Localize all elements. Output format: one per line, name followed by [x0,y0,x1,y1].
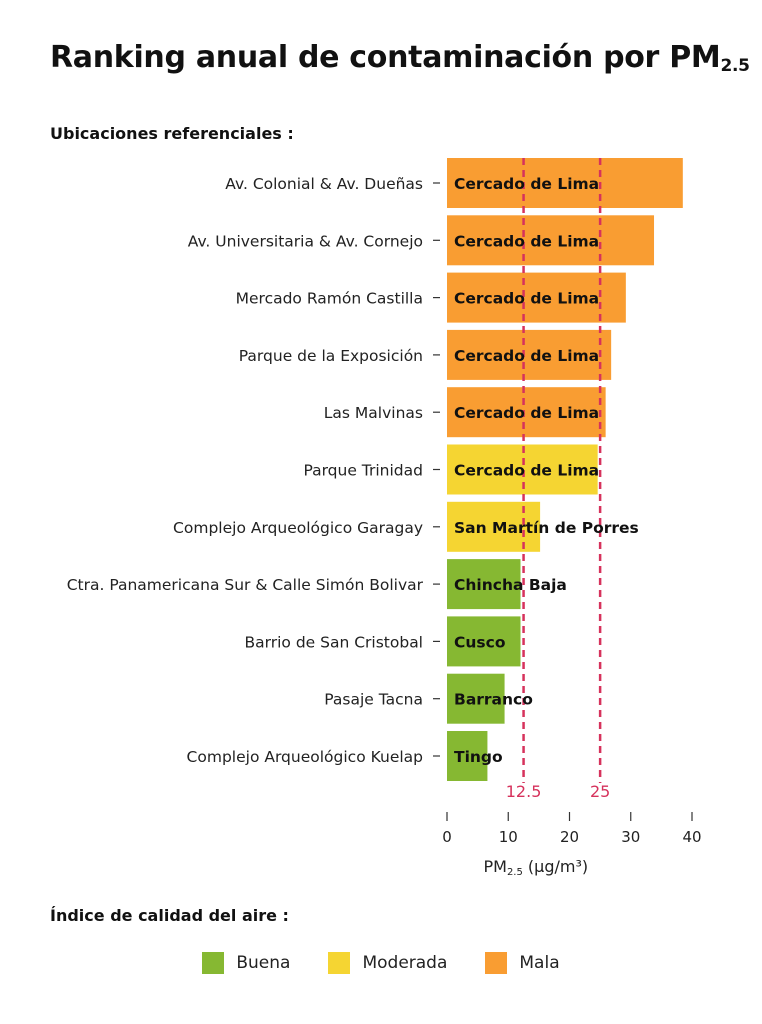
x-axis-label: PM2.5 (µg/m³) [483,857,588,878]
category-label: Av. Colonial & Av. Dueñas [225,175,423,193]
x-tick-label: 0 [442,828,452,846]
reference-line-label: 12.5 [506,782,542,801]
category-label: Las Malvinas [324,404,423,422]
bar-label: Cercado de Lima [454,404,599,422]
bar-label: Cercado de Lima [454,175,599,193]
category-label: Av. Universitaria & Av. Cornejo [188,232,423,250]
category-label: Mercado Ramón Castilla [236,290,423,308]
legend-heading: Índice de calidad del aire : [50,906,289,925]
bar [447,272,626,323]
bar [447,559,521,610]
category-label: Ctra. Panamericana Sur & Calle Simón Bol… [67,576,424,594]
chart-title: Ranking anual de contaminación por PM2.5 [50,40,750,76]
pm25-bar-chart: Av. Colonial & Av. Dueñas Av. Universitar… [67,158,702,878]
bar-label: Cercado de Lima [454,347,599,365]
legend-item: Buena [202,952,290,974]
legend-swatch [328,952,351,974]
bar-label: Cercado de Lima [454,290,599,308]
bar [447,329,612,380]
category-label: Barrio de San Cristobal [245,633,424,651]
bar-label: Chincha Baja [454,576,567,594]
legend-item: Mala [485,952,560,974]
bar [447,215,655,266]
bar [447,731,488,781]
legend-item: Moderada [328,952,447,974]
category-label: Complejo Arqueológico Garagay [173,519,423,537]
category-label: Complejo Arqueológico Kuelap [187,748,423,766]
bar [447,387,606,438]
bar-label: Tingo [454,748,503,766]
bar-label: Cercado de Lima [454,462,599,480]
category-label: Parque de la Exposición [239,347,423,365]
legend-label: Buena [236,953,291,973]
x-tick-label: 40 [682,828,701,846]
bar [447,673,505,724]
bar-label: San Martín de Porres [454,519,639,537]
bar [447,616,521,667]
legend: Buena Moderada Mala [0,952,762,974]
reference-line-label: 25 [590,782,610,801]
x-tick-label: 20 [560,828,579,846]
category-label: Parque Trinidad [303,462,423,480]
legend-swatch [202,952,225,974]
locations-heading: Ubicaciones referenciales : [50,124,294,143]
bar-label: Barranco [454,691,533,709]
bar-label: Cercado de Lima [454,232,599,250]
x-tick-label: 30 [621,828,640,846]
bar [447,158,683,208]
legend-label: Mala [519,953,560,973]
legend-swatch [485,952,508,974]
x-tick-label: 10 [499,828,518,846]
bar-label: Cusco [454,633,505,651]
category-label: Pasaje Tacna [324,691,423,709]
legend-label: Moderada [362,953,448,973]
